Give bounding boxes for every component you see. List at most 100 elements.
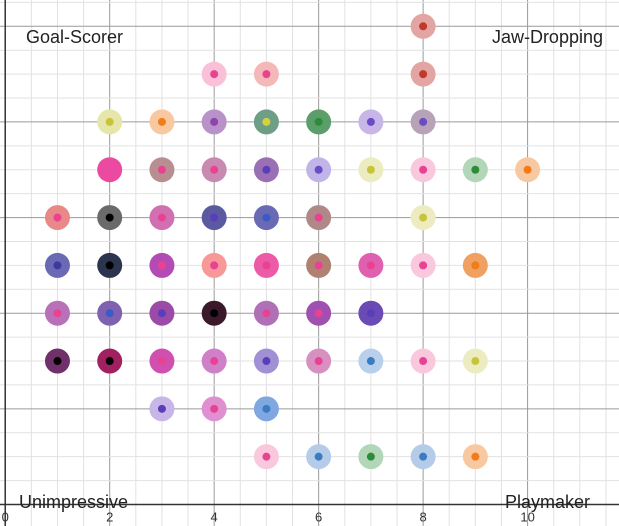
point-dot [523, 165, 532, 174]
data-point [306, 300, 332, 326]
point-dot [105, 213, 114, 222]
point-dot [314, 117, 323, 126]
data-point [515, 157, 541, 183]
data-point [149, 205, 175, 231]
point-dot [262, 261, 271, 270]
data-point [410, 109, 436, 135]
data-point [149, 300, 175, 326]
x-tick-label: 4 [211, 509, 218, 524]
data-point [201, 348, 227, 374]
data-point [201, 252, 227, 278]
data-point [201, 157, 227, 183]
tick-labels: 02468102468 [2, 509, 535, 524]
data-point [253, 348, 279, 374]
x-tick-label: 0 [2, 509, 9, 524]
point-dot [366, 309, 375, 318]
data-point [306, 157, 332, 183]
data-point [306, 252, 332, 278]
data-point [253, 109, 279, 135]
point-dot [314, 165, 323, 174]
data-point [149, 348, 175, 374]
data-point [44, 348, 70, 374]
point-dot [419, 117, 428, 126]
point-dot [53, 213, 62, 222]
point-dot [53, 261, 62, 270]
point-dot [105, 357, 114, 366]
point-dot [471, 452, 480, 461]
corner-label-top-right: Jaw-Dropping [492, 27, 603, 47]
point-dot [157, 261, 166, 270]
corner-label-top-left: Goal-Scorer [26, 27, 123, 47]
point-dot [210, 70, 219, 79]
data-point [358, 157, 384, 183]
data-point [201, 61, 227, 87]
point-dot [210, 213, 219, 222]
data-point [358, 348, 384, 374]
data-point [253, 157, 279, 183]
point-dot [419, 213, 428, 222]
data-point [462, 348, 488, 374]
data-point [97, 348, 123, 374]
point-dot [105, 309, 114, 318]
point-dot [366, 165, 375, 174]
data-point [149, 252, 175, 278]
point-dot [262, 452, 271, 461]
data-point [44, 252, 70, 278]
data-point [462, 444, 488, 470]
point-dot [157, 357, 166, 366]
data-point [97, 252, 123, 278]
point-dot [314, 213, 323, 222]
data-point [253, 61, 279, 87]
point-dot [105, 117, 114, 126]
data-point [306, 205, 332, 231]
data-point [201, 300, 227, 326]
point-dot [419, 22, 428, 31]
point-dot [471, 357, 480, 366]
corner-label-bottom-left: Unimpressive [19, 492, 128, 512]
point-dot [262, 357, 271, 366]
data-point [253, 444, 279, 470]
point-dot [366, 357, 375, 366]
point-dot [157, 309, 166, 318]
corner-labels: Goal-Scorer Jaw-Dropping Unimpressive Pl… [19, 27, 603, 512]
point-dot [314, 261, 323, 270]
data-point [97, 157, 123, 183]
data-point [149, 109, 175, 135]
point-dot [262, 213, 271, 222]
point-dot [366, 452, 375, 461]
point-dot [210, 117, 219, 126]
point-dot [157, 117, 166, 126]
point-dot [471, 261, 480, 270]
data-point [149, 396, 175, 422]
data-point [306, 348, 332, 374]
point-dot [262, 404, 271, 413]
data-point [358, 300, 384, 326]
data-point [149, 157, 175, 183]
corner-label-bottom-right: Playmaker [505, 492, 590, 512]
data-point [306, 109, 332, 135]
point-dot [157, 213, 166, 222]
data-point [44, 300, 70, 326]
data-point [253, 205, 279, 231]
point-dot [210, 309, 219, 318]
data-point [462, 157, 488, 183]
x-tick-label: 6 [315, 509, 322, 524]
data-point [97, 109, 123, 135]
point-dot [366, 117, 375, 126]
point-dot [471, 165, 480, 174]
data-point [358, 109, 384, 135]
data-point [253, 396, 279, 422]
point-dot [105, 261, 114, 270]
point-dot [53, 309, 62, 318]
point-dot [419, 452, 428, 461]
data-point [97, 300, 123, 326]
data-point [358, 444, 384, 470]
data-point [462, 252, 488, 278]
point-dot [157, 165, 166, 174]
data-point [410, 252, 436, 278]
point-dot [262, 70, 271, 79]
data-point [201, 396, 227, 422]
point-dot [262, 117, 271, 126]
